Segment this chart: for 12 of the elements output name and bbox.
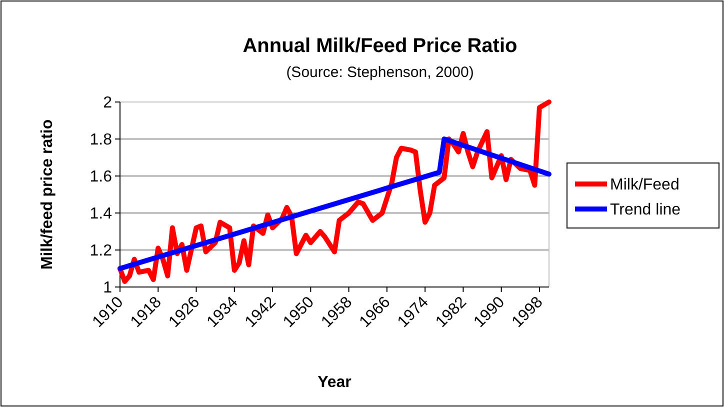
chart-title: Annual Milk/Feed Price Ratio	[242, 35, 518, 57]
y-tick-label: 1.2	[90, 242, 112, 260]
legend-label: Trend line	[610, 202, 681, 219]
y-tick-label: 1.4	[90, 206, 112, 223]
y-tick-label: 2	[103, 94, 112, 112]
y-tick-label: 1	[103, 280, 112, 297]
y-tick-label: 1.6	[90, 168, 112, 186]
chart-subtitle: (Source: Stephenson, 2000)	[286, 64, 474, 81]
y-tick-label: 1.8	[90, 132, 112, 149]
legend-label: Milk/Feed	[610, 176, 680, 194]
x-axis-title: Year	[318, 374, 352, 391]
y-axis-title: Milk/feed price ratio	[39, 119, 56, 270]
